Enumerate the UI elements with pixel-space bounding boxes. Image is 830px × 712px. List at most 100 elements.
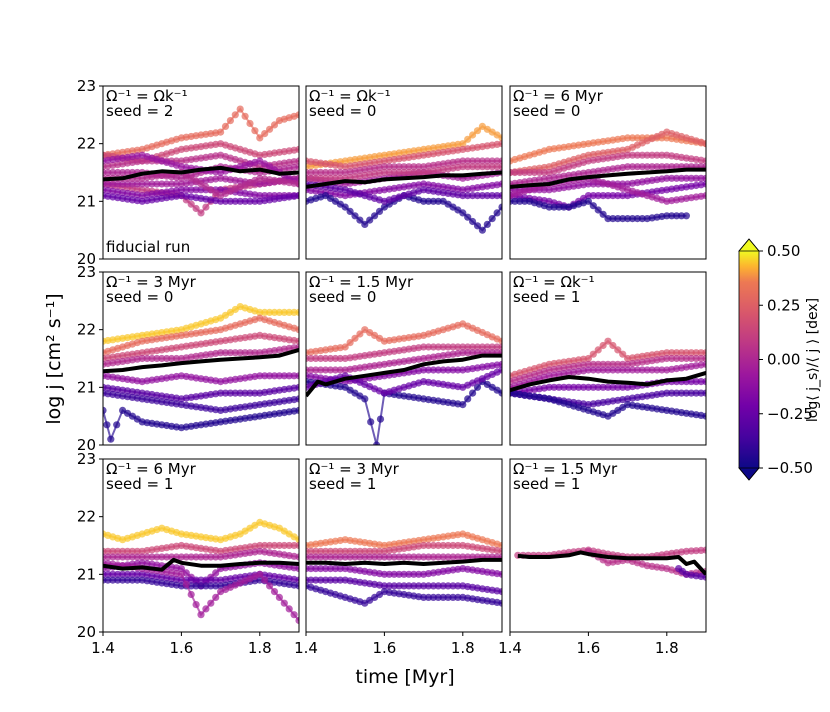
particle-marker	[702, 349, 706, 357]
x-tick-label: 1.4	[294, 639, 318, 657]
particle-marker	[498, 366, 502, 374]
particle-marker	[498, 192, 502, 200]
colorbar: 0.50 0.25 0.00 −0.25 −0.50 log⟨ j_s⟩/⟨ j ⟩ […	[738, 238, 821, 481]
particle-marker	[367, 418, 375, 426]
particle-marker	[295, 616, 299, 625]
particle-marker	[498, 389, 502, 397]
particle-marker	[103, 406, 107, 414]
mean-line	[306, 353, 502, 398]
y-tick-label: 21	[77, 378, 96, 396]
particle-marker	[498, 134, 502, 142]
colorbar-tick-label: −0.25	[767, 405, 813, 423]
particle-marker	[295, 163, 299, 171]
mean-line	[103, 347, 299, 374]
panel-omega-label: Ω⁻¹ = Ωk⁻¹	[309, 87, 391, 105]
panel-omega-label: Ω⁻¹ = Ωk⁻¹	[513, 273, 595, 291]
x-tick-label: 1.4	[498, 639, 522, 657]
particle-marker	[488, 215, 496, 223]
particle-marker	[177, 565, 185, 573]
panel-seed-label: seed = 1	[513, 475, 580, 493]
y-tick-label: 21	[77, 565, 96, 583]
particle-marker	[341, 203, 349, 211]
particle-marker	[599, 210, 607, 218]
panel-plot-area	[306, 122, 502, 234]
y-tick-label: 21	[77, 192, 96, 210]
x-axis-title: time [Myr]	[355, 666, 454, 688]
y-tick-label: 22	[77, 508, 96, 526]
panel-omega-label: Ω⁻¹ = 3 Myr	[106, 273, 197, 291]
particle-marker	[498, 570, 502, 578]
particle-marker	[464, 213, 472, 221]
colorbar-tick-label: 0.50	[767, 242, 800, 260]
particle-marker	[609, 341, 617, 350]
particle-marker	[246, 119, 254, 128]
panel-frame	[102, 271, 300, 446]
particle-marker	[375, 207, 384, 215]
particle-marker	[197, 611, 205, 619]
particle-marker	[469, 131, 477, 139]
particle-marker	[197, 209, 205, 217]
panel-frame	[305, 271, 503, 446]
panel-frame	[509, 458, 707, 633]
panel-plot-area	[514, 546, 706, 581]
particle-marker	[113, 421, 121, 429]
y-tick-label: 22	[77, 135, 96, 153]
particle-marker	[589, 350, 597, 358]
particle-marker	[371, 212, 379, 220]
particle-marker	[464, 395, 472, 403]
panel-seed-label: seed = 1	[513, 288, 580, 306]
mean-line	[103, 165, 299, 182]
particle-marker	[702, 378, 706, 386]
particle-marker	[599, 341, 607, 350]
particle-marker	[217, 128, 225, 136]
particle-marker	[261, 576, 269, 584]
particle-marker	[295, 582, 299, 590]
particle-marker	[702, 354, 706, 363]
particle-marker	[498, 547, 502, 555]
particle-marker	[192, 601, 200, 609]
particle-marker	[192, 204, 200, 213]
particle-marker	[702, 412, 706, 420]
particle-marker	[498, 163, 502, 171]
particle-marker	[702, 389, 706, 397]
y-tick-label: 20	[77, 623, 96, 641]
particle-marker	[376, 415, 385, 423]
particle-marker	[702, 573, 706, 581]
particle-marker	[187, 590, 195, 599]
particle-marker	[464, 135, 472, 143]
particle-marker	[469, 217, 477, 226]
particle-marker	[351, 334, 359, 342]
panel-frame	[509, 271, 707, 446]
panel-seed-label: seed = 0	[309, 102, 376, 120]
particle-marker	[187, 200, 195, 208]
particle-marker	[498, 599, 502, 607]
particle-marker	[270, 588, 279, 596]
particle-marker	[295, 308, 299, 316]
particle-marker	[459, 209, 467, 217]
mean-line	[517, 550, 706, 576]
x-tick-label: 1.6	[169, 639, 193, 657]
particle-marker	[261, 130, 269, 138]
panel-seed-label: seed = 0	[513, 102, 580, 120]
particle-marker	[498, 360, 502, 368]
particle-marker	[351, 212, 359, 220]
particle-marker	[373, 441, 381, 445]
particle-marker	[346, 339, 354, 347]
particle-marker	[614, 346, 622, 354]
panel-seed-label: seed = 1	[309, 475, 376, 493]
particle-marker	[366, 216, 374, 224]
particle-marker	[182, 580, 190, 589]
particle-marker	[356, 216, 364, 224]
particle-marker	[619, 350, 627, 358]
colorbar-title: log⟨ j_s⟩/⟨ j ⟩ [dex]	[805, 298, 821, 422]
particle-marker	[295, 372, 299, 380]
particle-marker	[266, 582, 274, 590]
panel-plot-area	[306, 530, 502, 607]
